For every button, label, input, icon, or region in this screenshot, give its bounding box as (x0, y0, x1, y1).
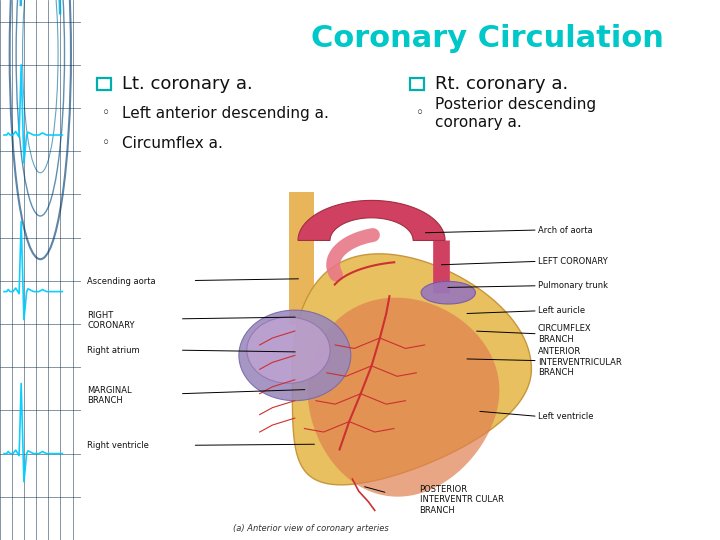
Polygon shape (298, 200, 445, 240)
Text: Rt. coronary a.: Rt. coronary a. (436, 75, 569, 93)
Text: Left anterior descending a.: Left anterior descending a. (122, 106, 329, 121)
Polygon shape (292, 254, 531, 485)
Text: POSTERIOR
INTERVENTR CULAR
BRANCH: POSTERIOR INTERVENTR CULAR BRANCH (420, 485, 503, 515)
Text: ◦: ◦ (415, 106, 423, 120)
Text: CIRCUMFLEX
BRANCH: CIRCUMFLEX BRANCH (538, 324, 591, 343)
Ellipse shape (247, 317, 330, 383)
Text: Arch of aorta: Arch of aorta (538, 226, 593, 234)
Text: Coronary Circulation: Coronary Circulation (311, 24, 664, 53)
Text: ◦: ◦ (102, 136, 110, 150)
Text: LEFT CORONARY: LEFT CORONARY (538, 257, 608, 266)
Text: (a) Anterior view of coronary arteries: (a) Anterior view of coronary arteries (233, 524, 389, 533)
Text: Left auricle: Left auricle (538, 306, 585, 315)
Text: RIGHT
CORONARY: RIGHT CORONARY (87, 311, 135, 330)
Text: Pulmonary trunk: Pulmonary trunk (538, 281, 608, 290)
Text: ◦: ◦ (102, 106, 110, 120)
FancyBboxPatch shape (96, 78, 111, 90)
Text: Circumflex a.: Circumflex a. (122, 136, 223, 151)
Polygon shape (307, 298, 500, 497)
Text: Right atrium: Right atrium (87, 346, 140, 355)
Text: Right ventricle: Right ventricle (87, 441, 149, 450)
Text: Ascending aorta: Ascending aorta (87, 277, 156, 286)
Ellipse shape (239, 310, 351, 401)
Ellipse shape (421, 281, 475, 304)
Text: Lt. coronary a.: Lt. coronary a. (122, 75, 253, 93)
Text: Posterior descending
coronary a.: Posterior descending coronary a. (436, 97, 597, 130)
FancyBboxPatch shape (410, 78, 424, 90)
Text: MARGINAL
BRANCH: MARGINAL BRANCH (87, 386, 132, 405)
Text: ANTERIOR
INTERVENTRICULAR
BRANCH: ANTERIOR INTERVENTRICULAR BRANCH (538, 347, 621, 377)
Text: Left ventricle: Left ventricle (538, 412, 593, 421)
